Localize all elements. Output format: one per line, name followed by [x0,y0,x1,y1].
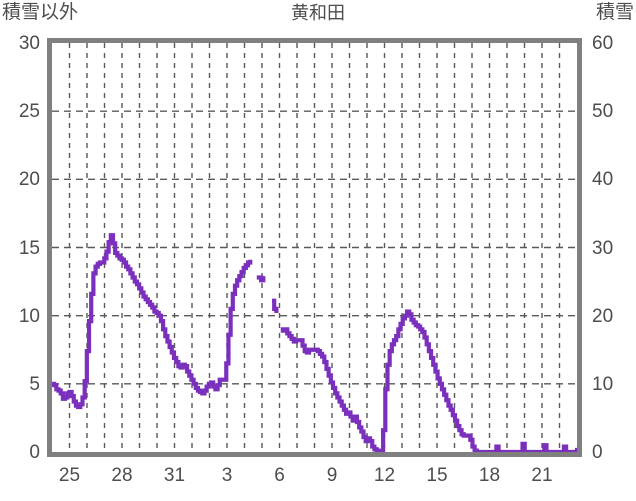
left-axis-tick-label: 0 [29,442,40,463]
right-axis-tick-label: 20 [592,305,614,327]
left-axis-tick-label: 20 [18,169,40,191]
data-line-segment [52,233,253,410]
left-axis-tick-label: 25 [18,101,40,123]
right-axis-title: 積雪 [595,2,634,23]
plot-area [52,43,577,452]
right-axis-tick-label: 0 [592,442,603,463]
right-axis-tick-label: 50 [592,101,614,123]
data-line-segment [256,275,266,283]
left-axis-tick-label: 5 [29,373,40,395]
x-axis-tick-label: 15 [426,465,448,486]
x-axis-tick-label: 28 [111,465,133,486]
data-line-segment [280,309,577,452]
right-axis-tick-label: 60 [592,33,614,54]
right-axis-tick-label: 40 [592,169,614,191]
data-line-segment [272,298,279,313]
x-axis-tick-label: 25 [58,465,81,486]
left-axis-title: 積雪以外 [2,2,79,23]
left-axis-tick-label: 15 [18,237,40,259]
x-axis-tick-label: 9 [326,465,338,486]
x-axis-tick-label: 3 [221,465,233,486]
left-axis-tick-label: 30 [18,33,40,54]
plot-svg [52,43,577,452]
x-axis-tick-label: 31 [163,465,186,486]
x-axis-tick-label: 21 [531,465,553,486]
chart-title: 黄和田 [291,3,345,23]
right-axis-tick-label: 30 [592,237,614,259]
x-axis-tick-label: 12 [373,465,396,486]
right-axis-tick-label: 10 [592,373,614,395]
x-axis-tick-label: 18 [478,465,501,486]
left-axis-tick-label: 10 [18,305,40,327]
x-axis-tick-label: 6 [274,465,285,486]
